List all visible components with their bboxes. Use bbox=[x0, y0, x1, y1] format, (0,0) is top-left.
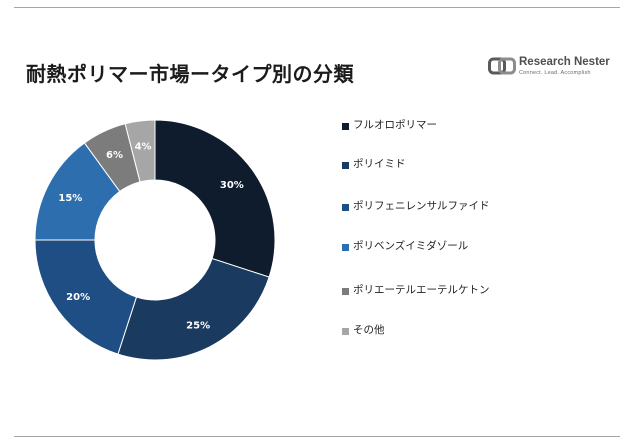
slice-data-label: 6% bbox=[106, 150, 123, 161]
legend-swatch bbox=[342, 123, 349, 130]
brand-logo: Research Nester Connect. Lead. Accomplis… bbox=[488, 54, 610, 80]
legend-label: ポリベンズイミダゾール bbox=[353, 240, 469, 252]
legend-label: ポリイミド bbox=[353, 158, 406, 170]
logo-tagline: Connect. Lead. Accomplish bbox=[519, 70, 591, 76]
legend-label: フルオロポリマー bbox=[353, 119, 437, 131]
legend-swatch bbox=[342, 288, 349, 295]
legend-label: ポリエーテルエーテルケトン bbox=[353, 284, 490, 296]
slice-data-label: 15% bbox=[58, 193, 82, 204]
slice-data-label: 25% bbox=[186, 321, 210, 332]
top-rule bbox=[14, 7, 620, 8]
chart-title: 耐熱ポリマー市場ータイプ別の分類 bbox=[26, 62, 354, 86]
donut-slice bbox=[34, 239, 138, 355]
logo-mark-icon bbox=[488, 57, 516, 75]
legend-swatch bbox=[342, 204, 349, 211]
slice-data-label: 20% bbox=[66, 292, 90, 303]
legend-swatch bbox=[342, 244, 349, 251]
donut-slice bbox=[154, 119, 276, 278]
legend-swatch bbox=[342, 162, 349, 169]
donut-slice bbox=[117, 257, 270, 361]
legend-label: その他 bbox=[353, 324, 385, 336]
legend-swatch bbox=[342, 328, 349, 335]
legend-label: ポリフェニレンサルファイド bbox=[353, 200, 490, 212]
slice-data-label: 30% bbox=[220, 180, 244, 191]
bottom-rule bbox=[14, 436, 620, 437]
logo-name: Research Nester bbox=[519, 56, 610, 68]
donut-slice bbox=[124, 119, 156, 183]
slice-data-label: 4% bbox=[135, 142, 152, 153]
